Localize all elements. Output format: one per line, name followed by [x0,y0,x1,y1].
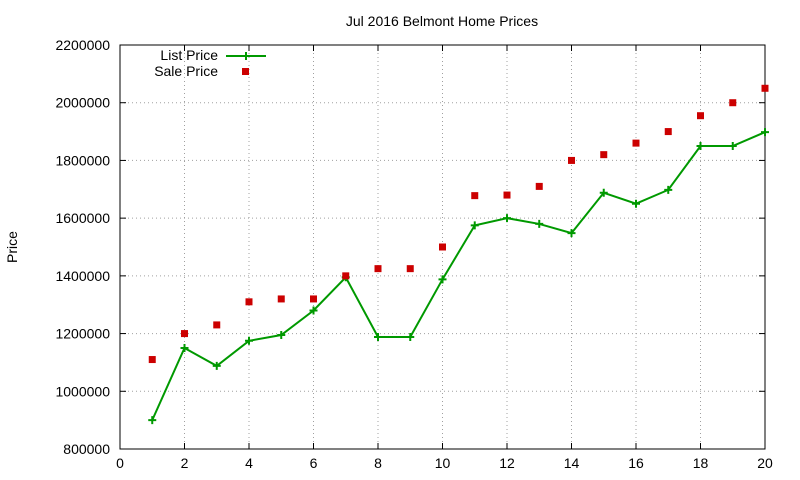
sale-price-point [148,356,156,364]
legend-swatch-sale-price [242,68,249,75]
sale-price-point [310,295,317,303]
sale-price-point [729,99,737,107]
sale-price-point [181,330,188,338]
sale-price-point [471,192,479,200]
list-price-point [503,214,511,223]
y-tick-label: 1200000 [55,326,110,342]
list-price-point [374,333,382,342]
list-price-point [567,229,576,238]
y-tick-label: 1000000 [55,383,110,399]
sale-price-point [632,139,640,147]
x-tick-label: 10 [435,455,451,471]
sale-price-point [245,298,253,306]
y-tick-label: 2000000 [55,95,110,111]
y-axis: 800000 1000000 1200000 1400000 1600000 180000… [55,37,765,457]
legend: List Price Sale Price [154,47,266,79]
list-price-point [470,221,479,230]
x-tick-label: 6 [310,455,318,471]
sale-price-point [664,128,672,136]
chart-title: Jul 2016 Belmont Home Prices [346,13,538,29]
list-price-point [180,344,189,352]
x-tick-label: 0 [116,455,124,471]
list-price-point [148,416,157,425]
y-tick-label: 1800000 [55,152,110,168]
sale-price-point [535,182,543,190]
y-tick-label: 2200000 [55,37,110,53]
x-axis: 0 2 4 6 8 10 12 14 16 18 20 [116,45,773,471]
list-price-point [599,188,608,197]
x-tick-label: 18 [693,455,709,471]
list-price-line [151,131,766,421]
list-price-point [245,336,253,345]
sale-price-point [342,272,350,280]
sale-price-point [600,151,608,159]
y-tick-label: 800000 [63,441,110,457]
list-price-point [277,331,286,340]
legend-label-list-price: List Price [160,47,218,63]
list-price-point [309,306,318,315]
list-price-point [632,199,640,208]
list-price-point [535,219,544,228]
x-tick-label: 16 [628,455,644,471]
sale-price-point [406,265,414,273]
list-price-point [212,361,221,370]
legend-swatch-list-price-marker [242,52,250,60]
sale-price-point [503,191,511,199]
y-axis-label: Price [4,231,20,263]
x-tick-label: 20 [757,455,773,471]
list-price-point [761,128,769,137]
y-tick-label: 1400000 [55,268,110,284]
x-tick-label: 14 [564,455,580,471]
x-tick-label: 8 [374,455,382,471]
x-tick-label: 12 [499,455,515,471]
grid [120,45,765,449]
legend-label-sale-price: Sale Price [154,63,218,79]
sale-price-point [374,265,382,273]
sale-price-point [697,112,704,120]
sale-price-point [761,84,769,92]
legend-plus-marker [242,52,250,60]
x-tick-label: 4 [245,455,253,471]
sale-price-point [213,321,221,329]
sale-price-point [277,295,285,303]
list-price-point [696,142,705,150]
y-tick-label: 1600000 [55,210,110,226]
sale-price-point [568,156,575,164]
list-price-point [406,333,415,342]
x-tick-label: 2 [181,455,189,471]
sale-price-point [439,243,446,251]
list-price-point [664,185,673,194]
list-price-point [728,142,737,150]
series-layer [148,84,769,425]
list-price-point [438,275,447,284]
